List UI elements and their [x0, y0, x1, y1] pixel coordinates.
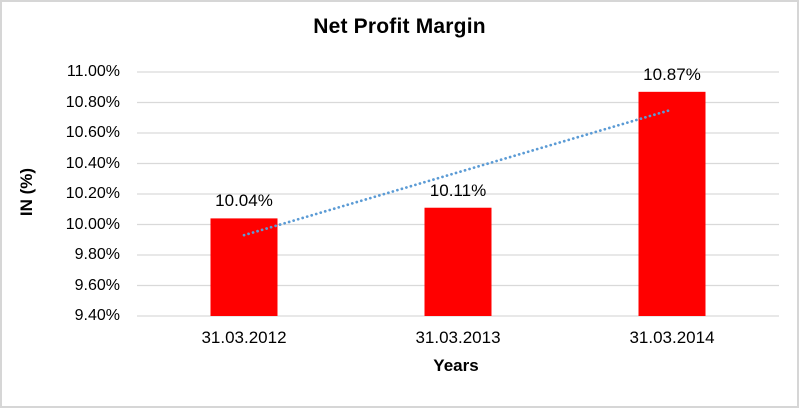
trendline [242, 108, 672, 237]
chart-title: Net Profit Margin [313, 15, 486, 38]
y-tick-label: 9.60% [74, 276, 120, 294]
bar-31.03.2013 [424, 207, 492, 316]
x-category-label: 31.03.2014 [629, 328, 715, 347]
bar-31.03.2014 [638, 91, 706, 316]
x-category-label: 31.03.2012 [201, 328, 287, 347]
y-tick-label: 11.00% [66, 63, 120, 80]
bar-value-label: 10.87% [643, 64, 701, 84]
bar-31.03.2012 [210, 218, 278, 316]
x-axis-title: Years [433, 356, 479, 375]
y-tick-label: 9.80% [74, 246, 120, 263]
y-tick-label: 10.40% [65, 154, 120, 172]
bar-value-label: 10.04% [215, 191, 273, 211]
y-tick-label: 10.20% [65, 185, 120, 202]
y-tick-label: 9.40% [74, 307, 120, 324]
y-tick-label: 10.60% [65, 124, 120, 141]
y-tick-label: 10.00% [65, 215, 120, 233]
y-tick-label: 10.80% [65, 93, 120, 111]
bar-value-label: 10.11% [429, 180, 487, 200]
x-category-label: 31.03.2013 [415, 328, 501, 347]
